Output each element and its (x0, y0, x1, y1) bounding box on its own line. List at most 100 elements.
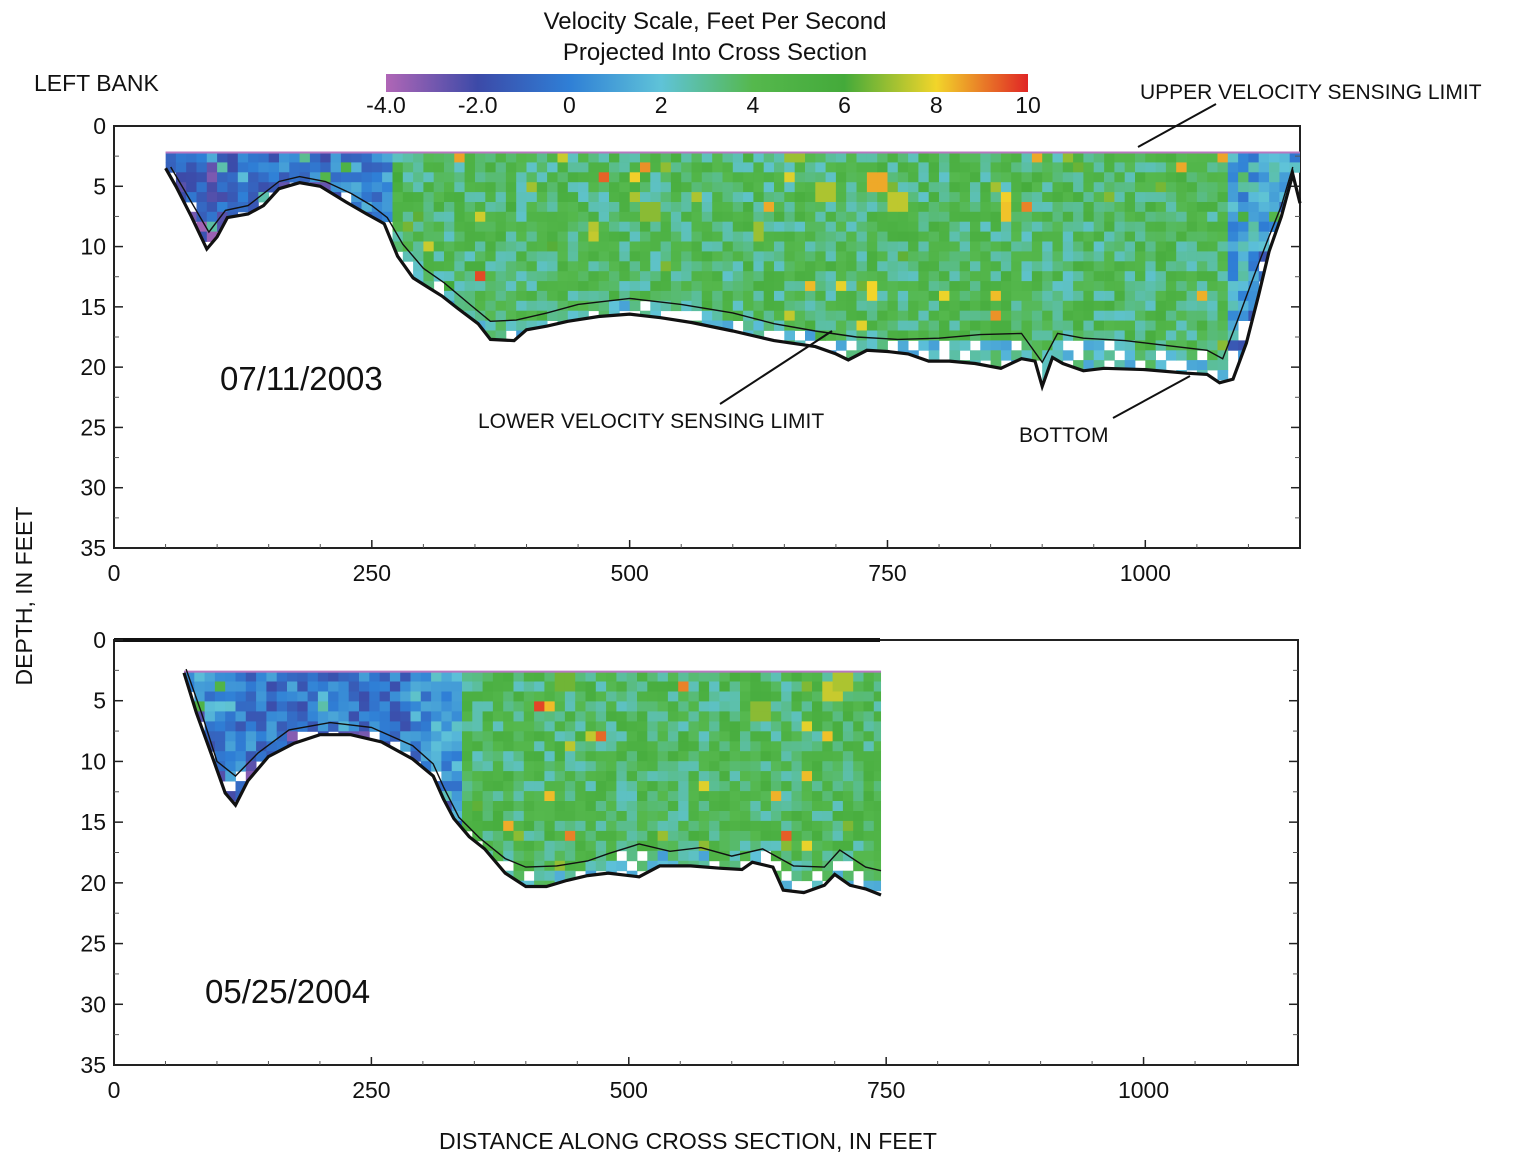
velocity-cell (1156, 311, 1167, 321)
velocity-cell (472, 701, 483, 711)
velocity-cell (1207, 301, 1218, 311)
velocity-cell (877, 222, 888, 232)
velocity-cell (441, 741, 452, 751)
velocity-cell (678, 821, 689, 831)
velocity-cell (864, 841, 875, 851)
velocity-cell (784, 242, 795, 252)
velocity-cell (1238, 281, 1249, 291)
velocity-cell (658, 811, 669, 821)
velocity-cell (558, 291, 569, 301)
velocity-cell (668, 672, 679, 682)
velocity-cell (534, 791, 545, 801)
velocity-cell (637, 711, 648, 721)
velocity-cell (874, 751, 885, 761)
velocity-cell (1125, 350, 1136, 360)
velocity-cell (1073, 162, 1084, 172)
velocity-cell (939, 281, 950, 291)
velocity-cell (1135, 321, 1146, 331)
velocity-cell (1218, 271, 1229, 281)
velocity-cell (637, 731, 648, 741)
velocity-cell (689, 721, 700, 731)
velocity-cell (836, 162, 847, 172)
velocity-cell (1187, 192, 1198, 202)
velocity-cell (730, 781, 741, 791)
velocity-cell (616, 682, 627, 692)
velocity-cell (506, 153, 517, 163)
velocity-cell (846, 202, 857, 212)
velocity-cell (960, 311, 971, 321)
velocity-cell (1042, 222, 1053, 232)
velocity-cell (822, 821, 833, 831)
velocity-cell (743, 271, 754, 281)
velocity-cell (774, 261, 785, 271)
velocity-cell (475, 212, 486, 222)
velocity-cell (1073, 172, 1084, 182)
velocity-cell (297, 711, 308, 721)
velocity-cell (836, 192, 847, 202)
velocity-cell (678, 721, 689, 731)
velocity-cell (627, 721, 638, 731)
velocity-cell (586, 761, 597, 771)
velocity-cell (1269, 192, 1280, 202)
velocity-cell (812, 701, 823, 711)
velocity-cell (555, 701, 566, 711)
velocity-cell (730, 741, 741, 751)
velocity-cell (465, 153, 476, 163)
velocity-cell (750, 811, 761, 821)
velocity-cell (475, 281, 486, 291)
velocity-cell (1032, 212, 1043, 222)
velocity-cell (338, 672, 349, 682)
velocity-cell (544, 811, 555, 821)
velocity-cell (372, 192, 383, 202)
velocity-cell (939, 321, 950, 331)
velocity-cell (1032, 251, 1043, 261)
velocity-cell (514, 801, 525, 811)
velocity-cell (750, 731, 761, 741)
velocity-cell (1032, 153, 1043, 163)
velocity-cell (462, 672, 473, 682)
velocity-cell (197, 172, 208, 182)
velocity-cell (393, 202, 404, 212)
velocity-cell (991, 162, 1002, 172)
velocity-cell (689, 751, 700, 761)
velocity-cell (888, 321, 899, 331)
velocity-cell (730, 831, 741, 841)
velocity-cell (1166, 153, 1177, 163)
velocity-cell (1125, 251, 1136, 261)
velocity-cell (277, 721, 288, 731)
colorbar-tick-labels: -4.0 -2.0 0 2 4 6 8 10 (366, 92, 1041, 118)
velocity-cell (939, 212, 950, 222)
velocity-cell (236, 682, 247, 692)
velocity-cell (423, 172, 434, 182)
velocity-cell (949, 340, 960, 350)
velocity-cell (795, 271, 806, 281)
velocity-cell (485, 172, 496, 182)
velocity-cell (359, 711, 370, 721)
velocity-cell (1042, 242, 1053, 252)
velocity-cell (1228, 153, 1239, 163)
velocity-cell (637, 821, 648, 831)
velocity-cell (483, 741, 494, 751)
velocity-cell (846, 311, 857, 321)
velocity-cell (874, 781, 885, 791)
velocity-cell (702, 261, 713, 271)
velocity-cell (238, 162, 249, 172)
velocity-cell (472, 682, 483, 692)
velocity-cell (431, 672, 442, 682)
velocity-cell (678, 851, 689, 861)
velocity-cell (369, 701, 380, 711)
velocity-cell (390, 682, 401, 692)
velocity-cell (822, 672, 833, 682)
velocity-cell (1166, 162, 1177, 172)
velocity-cell (1094, 153, 1105, 163)
velocity-cell (269, 172, 280, 182)
x-tick-label: 750 (867, 1077, 905, 1103)
velocity-cell (853, 821, 864, 831)
velocity-cell (506, 271, 517, 281)
velocity-cell (846, 281, 857, 291)
velocity-cell (857, 281, 868, 291)
velocity-cell (640, 271, 651, 281)
velocity-cell (640, 251, 651, 261)
velocity-cell (774, 301, 785, 311)
velocity-cell (719, 831, 730, 841)
